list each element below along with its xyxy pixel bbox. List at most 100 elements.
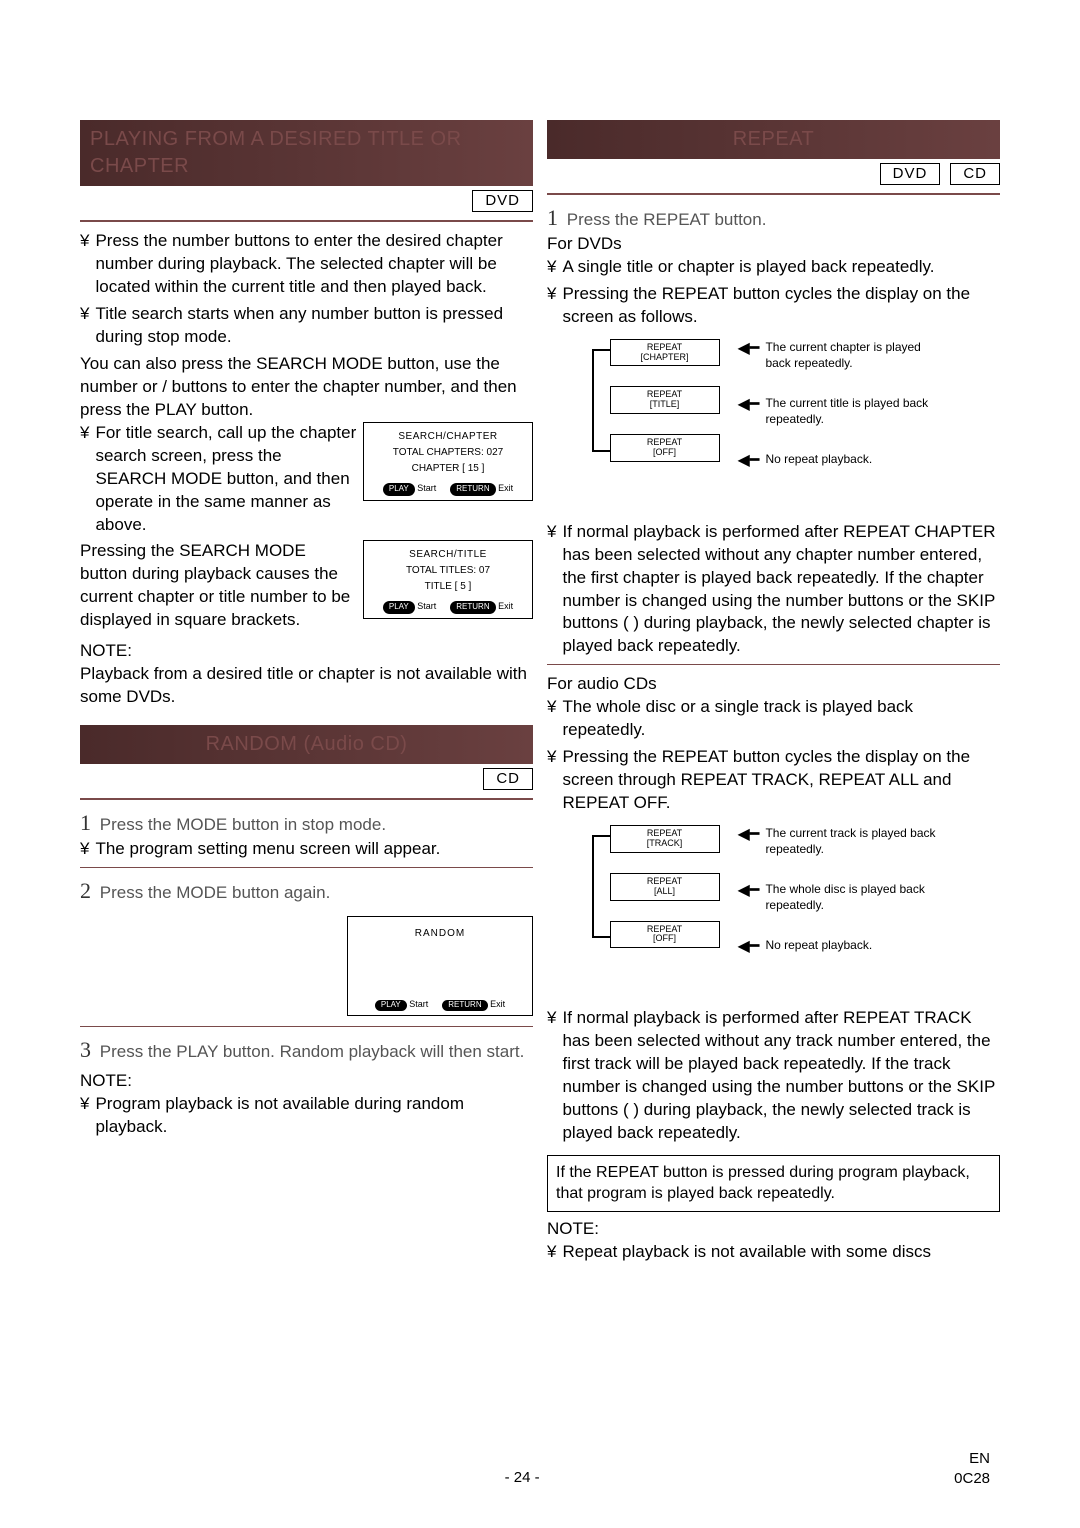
state-label: The whole disc is played back repeatedly… [765, 881, 937, 913]
callout-box: If the REPEAT button is pressed during p… [547, 1155, 1000, 1212]
arrow-left-icon: ◀━ [738, 827, 760, 843]
right-column: REPEAT DVD CD 1 Press the REPEAT button.… [547, 120, 1000, 1268]
divider [80, 220, 533, 222]
bullet: For title search, call up the chapter se… [80, 422, 357, 537]
text: A single title or chapter is played back… [562, 256, 1000, 279]
note-label: NOTE: [80, 640, 533, 663]
label: Exit [498, 601, 513, 611]
osd-line: TITLE [ 5 ] [372, 579, 524, 595]
text: For title search, call up the chapter se… [95, 422, 357, 537]
text: Pressing the REPEAT button cycles the di… [562, 746, 1000, 815]
step-text: Press the MODE button again. [100, 883, 331, 902]
arrow-left-icon: ◀━ [738, 341, 760, 357]
footer-code: 0C28 [954, 1469, 990, 1489]
note-text: Playback from a desired title or chapter… [80, 663, 533, 709]
divider [80, 798, 533, 800]
bullet: Program playback is not available during… [80, 1093, 533, 1139]
note-label: NOTE: [547, 1218, 1000, 1241]
subheading: For audio CDs [547, 673, 1000, 696]
step-row: 1 Press the MODE button in stop mode. [80, 808, 533, 838]
repeat-state-diagram-cd: REPEAT[TRACK] REPEAT[ALL] REPEAT[OFF] ◀━… [547, 825, 1000, 993]
osd-line: TOTAL TITLES: 07 [372, 563, 524, 579]
step-row: 1 Press the REPEAT button. [547, 203, 1000, 233]
osd-search-chapter: SEARCH/CHAPTER TOTAL CHAPTERS: 027 CHAPT… [363, 422, 533, 501]
bullet: If normal playback is performed after RE… [547, 521, 1000, 659]
bullet: Pressing the REPEAT button cycles the di… [547, 746, 1000, 815]
text: The whole disc or a single track is play… [562, 696, 1000, 742]
section-header-repeat: REPEAT [547, 120, 1000, 159]
state-label: No repeat playback. [765, 937, 872, 953]
play-pill: PLAY [383, 483, 415, 496]
left-column: PLAYING FROM A DESIRED TITLE OR CHAPTER … [80, 120, 533, 1268]
media-row: DVD CD [547, 163, 1000, 185]
osd-line: TOTAL CHAPTERS: 027 [372, 445, 524, 461]
step-row: 2 Press the MODE button again. [80, 876, 533, 906]
divider [80, 1026, 533, 1027]
media-tag-dvd: DVD [880, 163, 941, 185]
step-number: 1 [547, 205, 558, 230]
text: Press the number buttons to enter the de… [95, 230, 533, 299]
state-label: The current chapter is played back repea… [765, 339, 937, 371]
step-number: 2 [80, 878, 91, 903]
bullet: Repeat playback is not available with so… [547, 1241, 1000, 1264]
play-pill: PLAY [383, 601, 415, 614]
text: The program setting menu screen will app… [95, 838, 533, 861]
footer-en: EN [954, 1449, 990, 1469]
osd-line: CHAPTER [ 15 ] [372, 461, 524, 477]
repeat-state-diagram-dvd: REPEAT[CHAPTER] REPEAT[TITLE] REPEAT[OFF… [547, 339, 1000, 507]
label: Start [409, 999, 428, 1009]
play-pill: PLAY [375, 1000, 407, 1011]
text: Repeat playback is not available with so… [562, 1241, 1000, 1264]
bullet: If normal playback is performed after RE… [547, 1007, 1000, 1145]
osd-title: SEARCH/TITLE [372, 547, 524, 563]
section-header-playing: PLAYING FROM A DESIRED TITLE OR CHAPTER [80, 120, 533, 186]
media-tag-cd: CD [950, 163, 1000, 185]
page-columns: PLAYING FROM A DESIRED TITLE OR CHAPTER … [80, 120, 1000, 1268]
text: If normal playback is performed after RE… [562, 521, 1000, 659]
text: Pressing the REPEAT button cycles the di… [562, 283, 1000, 329]
osd-search-title: SEARCH/TITLE TOTAL TITLES: 07 TITLE [ 5 … [363, 540, 533, 619]
label: Exit [498, 483, 513, 493]
osd-random: RANDOM PLAY Start RETURN Exit [347, 916, 533, 1016]
subheading: For DVDs [547, 233, 1000, 256]
note-label: NOTE: [80, 1070, 533, 1093]
bullet: Press the number buttons to enter the de… [80, 230, 533, 299]
page-footer: - 24 - EN 0C28 [0, 1449, 1080, 1488]
bullet: Title search starts when any number butt… [80, 303, 533, 349]
bullet: The program setting menu screen will app… [80, 838, 533, 861]
return-pill: RETURN [450, 601, 495, 614]
state-label: The current track is played back repeate… [765, 825, 937, 857]
paragraph: You can also press the SEARCH MODE butto… [80, 353, 533, 422]
osd-title: SEARCH/CHAPTER [372, 429, 524, 445]
bullet: Pressing the REPEAT button cycles the di… [547, 283, 1000, 329]
arrow-left-icon: ◀━ [738, 453, 760, 469]
label: Start [417, 483, 436, 493]
osd-button-row: PLAY Start RETURN Exit [372, 599, 524, 614]
step-number: 3 [80, 1037, 91, 1062]
step-row: 3 Press the PLAY button. Random playback… [80, 1035, 533, 1065]
bullet: The whole disc or a single track is play… [547, 696, 1000, 742]
arrow-left-icon: ◀━ [738, 883, 760, 899]
state-box: REPEAT[OFF] [610, 921, 720, 949]
state-label: No repeat playback. [765, 451, 872, 467]
state-box: REPEAT[CHAPTER] [610, 339, 720, 367]
text: If normal playback is performed after RE… [562, 1007, 1000, 1145]
state-box: REPEAT[TITLE] [610, 386, 720, 414]
osd-button-row: PLAY Start RETURN Exit [348, 998, 532, 1011]
state-box: REPEAT[TRACK] [610, 825, 720, 853]
label: Exit [490, 999, 505, 1009]
text: Title search starts when any number butt… [95, 303, 533, 349]
media-tag-cd: CD [483, 768, 533, 790]
step-text: Press the REPEAT button. [567, 210, 767, 229]
media-row: CD [80, 768, 533, 790]
osd-button-row: PLAY Start RETURN Exit [372, 481, 524, 496]
arrow-left-icon: ◀━ [738, 939, 760, 955]
media-tag-dvd: DVD [472, 190, 533, 212]
divider [80, 867, 533, 868]
section-header-random: RANDOM (Audio CD) [80, 725, 533, 764]
return-pill: RETURN [450, 483, 495, 496]
page-number: - 24 - [505, 1468, 540, 1488]
osd-label: RANDOM [348, 927, 532, 941]
step-text: Press the MODE button in stop mode. [100, 815, 386, 834]
step-text: Press the PLAY button. Random playback w… [100, 1042, 525, 1061]
